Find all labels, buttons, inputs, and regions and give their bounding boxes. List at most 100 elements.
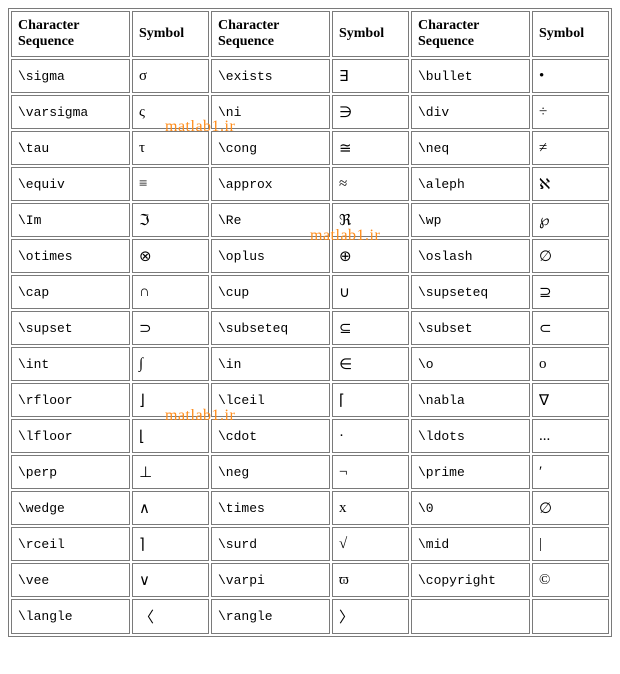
symbol-cell: ℘ [532,203,609,237]
symbol-cell: ⊥ [132,455,209,489]
sequence-cell: \oslash [411,239,530,273]
symbol-cell: 〉 [332,599,409,634]
table-row: \equiv≡\approx≈\alephℵ [11,167,609,201]
symbol-cell: 〈 [132,599,209,634]
symbol-cell: · [332,419,409,453]
symbol-cell: ⊗ [132,239,209,273]
symbol-cell: ⌋ [132,383,209,417]
symbol-cell: ⌊ [132,419,209,453]
symbol-cell: ¬ [332,455,409,489]
symbol-cell: ≅ [332,131,409,165]
sequence-cell: \varpi [211,563,330,597]
sequence-cell: \equiv [11,167,130,201]
symbol-cell: ∪ [332,275,409,309]
header-seq-2: Character Sequence [211,11,330,57]
sequence-cell: \ldots [411,419,530,453]
sequence-cell: \rceil [11,527,130,561]
sequence-cell: \0 [411,491,530,525]
sequence-cell: \ni [211,95,330,129]
sequence-cell: \int [11,347,130,381]
sequence-cell: \mid [411,527,530,561]
sequence-cell: \supset [11,311,130,345]
symbol-cell: ∫ [132,347,209,381]
table-row: \otimes⊗\oplus⊕\oslash∅ [11,239,609,273]
sequence-cell: \lfloor [11,419,130,453]
symbol-cell: ∩ [132,275,209,309]
symbol-cell: | [532,527,609,561]
sequence-cell: \bullet [411,59,530,93]
table-body: \sigmaσ\exists∃\bullet•\varsigmaς\ni∋\di… [11,59,609,634]
sequence-cell: \tau [11,131,130,165]
symbol-cell: σ [132,59,209,93]
table-row: \Imℑ\Reℜ\wp℘ [11,203,609,237]
header-seq-1: Character Sequence [11,11,130,57]
table-row: \vee∨\varpiϖ\copyright© [11,563,609,597]
symbol-cell: ≠ [532,131,609,165]
table-row: \sigmaσ\exists∃\bullet• [11,59,609,93]
sequence-cell: \nabla [411,383,530,417]
symbol-cell: © [532,563,609,597]
symbol-cell: ∨ [132,563,209,597]
symbol-cell: ⊕ [332,239,409,273]
sequence-cell: \prime [411,455,530,489]
sequence-cell: \otimes [11,239,130,273]
sequence-cell: \o [411,347,530,381]
sequence-cell: \in [211,347,330,381]
sequence-cell: \cup [211,275,330,309]
sequence-cell: \times [211,491,330,525]
sequence-cell: \surd [211,527,330,561]
symbol-cell: ÷ [532,95,609,129]
sequence-cell: \wedge [11,491,130,525]
symbol-cell: ∇ [532,383,609,417]
header-sym-3: Symbol [532,11,609,57]
symbol-cell: ⊇ [532,275,609,309]
sequence-cell: \Im [11,203,130,237]
sequence-cell: \copyright [411,563,530,597]
header-sym-2: Symbol [332,11,409,57]
sequence-cell: \perp [11,455,130,489]
symbol-cell: ≡ [132,167,209,201]
sequence-cell: \vee [11,563,130,597]
table-row: \rfloor⌋\lceil⌈\nabla∇ [11,383,609,417]
sequence-cell: \subseteq [211,311,330,345]
sequence-cell: \wp [411,203,530,237]
sequence-cell: \cdot [211,419,330,453]
symbol-cell: ∅ [532,491,609,525]
sequence-cell: \cap [11,275,130,309]
symbol-cell: ⌈ [332,383,409,417]
sequence-cell: \div [411,95,530,129]
sequence-cell: \approx [211,167,330,201]
sequence-cell: \supseteq [411,275,530,309]
table-row: \langle〈\rangle〉 [11,599,609,634]
table-row: \varsigmaς\ni∋\div÷ [11,95,609,129]
symbol-cell: • [532,59,609,93]
sequence-cell: \oplus [211,239,330,273]
sequence-cell: \subset [411,311,530,345]
symbol-cell: τ [132,131,209,165]
table-row: \rceil⌉\surd√\mid| [11,527,609,561]
table-row: \cap∩\cup∪\supseteq⊇ [11,275,609,309]
symbol-cell: x [332,491,409,525]
symbol-cell: ⊂ [532,311,609,345]
symbol-cell: ∋ [332,95,409,129]
symbol-cell: ϖ [332,563,409,597]
symbol-cell: ∈ [332,347,409,381]
symbol-cell: ℑ [132,203,209,237]
symbol-cell: ℜ [332,203,409,237]
symbol-cell: ο [532,347,609,381]
header-seq-3: Character Sequence [411,11,530,57]
table-row: \int∫\in∈\oο [11,347,609,381]
table-row: \perp⊥\neg¬\primeʹ [11,455,609,489]
sequence-cell: \rfloor [11,383,130,417]
sequence-cell: \sigma [11,59,130,93]
symbol-cell: ≈ [332,167,409,201]
symbol-cell: √ [332,527,409,561]
symbol-cell: ς [132,95,209,129]
sequence-cell: \cong [211,131,330,165]
table-row: \tauτ\cong≅\neq≠ [11,131,609,165]
symbol-cell: ∃ [332,59,409,93]
sequence-cell [411,599,530,634]
sequence-cell: \rangle [211,599,330,634]
header-row: Character Sequence Symbol Character Sequ… [11,11,609,57]
sequence-cell: \varsigma [11,95,130,129]
